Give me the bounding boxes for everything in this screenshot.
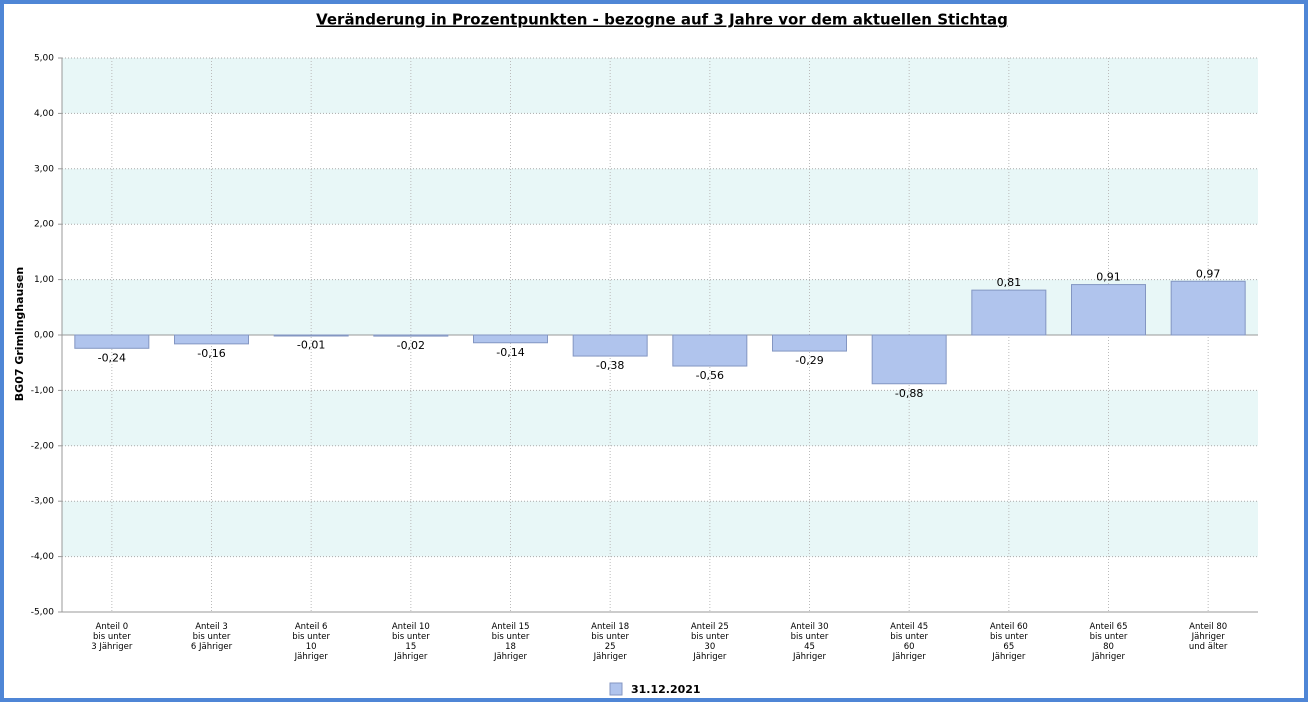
y-tick-label: 3,00 [34, 164, 54, 174]
bar [1170, 280, 1246, 336]
plot-band [62, 168, 1258, 225]
data-label: -0,29 [795, 354, 823, 367]
plot-band [62, 501, 1258, 557]
y-tick-label: -5,00 [31, 608, 55, 618]
y-tick-label: 0,00 [34, 331, 54, 341]
x-tick-label: Anteil 10 bis unter 15 Jähriger [392, 622, 430, 662]
bar [174, 334, 249, 345]
chart: Veränderung in Prozentpunkten - bezogne … [13, 11, 1258, 696]
data-label: -0,01 [297, 339, 325, 352]
data-label: -0,56 [696, 369, 724, 382]
plot-band [62, 279, 1258, 335]
bar [672, 334, 748, 367]
data-label: -0,24 [98, 351, 126, 364]
y-tick-label: 5,00 [34, 54, 54, 64]
y-tick-label: -3,00 [31, 497, 55, 507]
legend-label: 31.12.2021 [631, 683, 701, 696]
bar [871, 334, 947, 385]
data-label: -0,88 [895, 387, 923, 400]
data-label: 0,97 [1196, 267, 1221, 280]
x-tick-label: Anteil 45 bis unter 60 Jähriger [890, 622, 928, 662]
chart-title: Veränderung in Prozentpunkten - bezogne … [316, 11, 1008, 29]
y-tick-label: -4,00 [31, 552, 55, 562]
bar [572, 334, 648, 357]
data-label: -0,16 [197, 347, 225, 360]
x-tick-label: Anteil 18 bis unter 25 Jähriger [591, 622, 629, 662]
y-tick-label: -2,00 [31, 441, 55, 451]
bar [273, 334, 349, 337]
data-label: 0,91 [1096, 271, 1121, 284]
bar [373, 334, 449, 337]
legend-swatch [609, 682, 623, 696]
x-tick-label: Anteil 15 bis unter 18 Jähriger [491, 622, 529, 662]
x-tick-label: Anteil 0 bis unter 3 Jähriger [91, 622, 133, 652]
y-tick-label: 1,00 [34, 275, 54, 285]
x-tick-label: Anteil 80 Jähriger und älter [1189, 622, 1228, 652]
x-tick-label: Anteil 65 bis unter 80 Jähriger [1089, 622, 1127, 662]
data-label: 0,81 [997, 276, 1022, 289]
bar [772, 334, 847, 352]
bar [971, 289, 1047, 336]
bar [1071, 284, 1146, 336]
plot-band [62, 58, 1258, 114]
bar [74, 334, 150, 349]
x-tick-label: Anteil 25 bis unter 30 Jähriger [691, 622, 729, 662]
x-tick-label: Anteil 6 bis unter 10 Jähriger [292, 622, 330, 662]
y-tick-label: 2,00 [34, 220, 54, 230]
y-axis-label: BG07 Grimlinghausen [13, 267, 26, 401]
plot-band [62, 390, 1258, 446]
bar [473, 334, 548, 344]
y-tick-label: -1,00 [31, 386, 55, 396]
x-tick-label: Anteil 60 bis unter 65 Jähriger [990, 622, 1028, 662]
y-tick-label: 4,00 [34, 109, 54, 119]
data-label: -0,14 [496, 346, 524, 359]
x-tick-label: Anteil 30 bis unter 45 Jähriger [790, 622, 828, 662]
data-label: -0,02 [397, 339, 425, 352]
x-tick-label: Anteil 3 bis unter 6 Jähriger [191, 622, 233, 652]
data-label: -0,38 [596, 359, 624, 372]
